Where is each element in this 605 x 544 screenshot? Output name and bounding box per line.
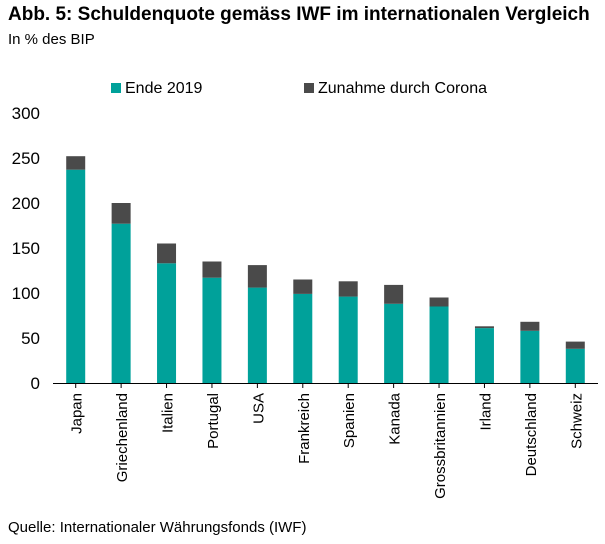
bar-zunahme-corona [474,326,494,329]
bar-ende-2019 [247,287,267,383]
bar-zunahme-corona [429,297,449,307]
x-tick-label: USA [250,393,267,424]
y-tick-label: 150 [12,239,40,258]
legend-swatch [304,83,314,93]
x-tick-label: Grossbritannien [432,393,449,499]
legend-label: Ende 2019 [125,80,203,97]
x-tick-label: Spanien [341,393,358,448]
bar-zunahme-corona [202,261,222,278]
x-tick-label: Kanada [387,392,404,444]
bar-ende-2019 [66,169,86,383]
bar-zunahme-corona [338,281,358,297]
chart-title: Abb. 5: Schuldenquote gemäss IWF im inte… [8,4,590,25]
bar-zunahme-corona [157,243,177,264]
legend-swatch [111,83,121,93]
bar-ende-2019 [111,223,131,383]
bar-ende-2019 [429,306,449,383]
bar-ende-2019 [474,328,494,383]
x-tick-label: Irland [477,393,494,431]
y-tick-label: 250 [12,149,40,168]
x-tick-label: Portugal [205,393,222,449]
legend-label: Zunahme durch Corona [318,80,487,97]
x-tick-label: Griechenland [114,393,131,482]
chart-subtitle: In % des BIP [8,31,95,48]
bar-ende-2019 [202,277,222,383]
bar-ende-2019 [157,263,177,383]
x-tick-label: Schweiz [568,393,585,449]
bar-ende-2019 [565,348,585,383]
bar-zunahme-corona [111,203,131,224]
x-tick-label: Japan [69,393,86,434]
y-tick-label: 100 [12,284,40,303]
bar-zunahme-corona [520,321,540,331]
y-tick-label: 50 [21,329,40,348]
bar-ende-2019 [293,293,313,383]
y-tick-label: 0 [31,374,40,393]
chart-source: Quelle: Internationaler Währungsfonds (I… [8,519,307,536]
y-tick-label: 300 [12,104,40,123]
x-tick-label: Deutschland [523,393,540,476]
bar-zunahme-corona [293,279,313,294]
bar-zunahme-corona [66,156,86,170]
y-tick-label: 200 [12,194,40,213]
stacked-bar-chart: 0 50 100 150 200 250 300 Japan Griechenland Itali… [12,80,598,499]
bar-ende-2019 [520,330,540,383]
x-tick-label: Frankreich [296,393,313,464]
bar-ende-2019 [384,303,404,383]
bar-ende-2019 [338,296,358,383]
bar-zunahme-corona [247,265,267,288]
bar-zunahme-corona [565,341,585,349]
x-tick-label: Italien [160,393,177,433]
bar-zunahme-corona [384,284,404,304]
